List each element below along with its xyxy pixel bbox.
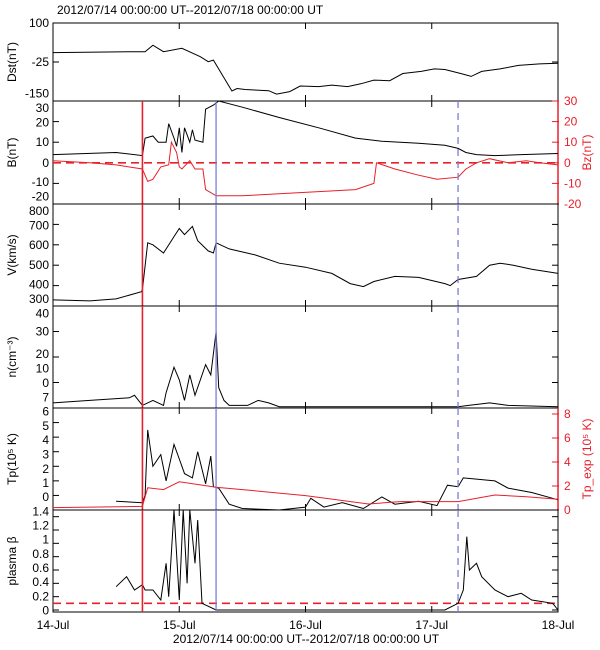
y-axis-label: V(km/s) — [5, 234, 19, 275]
y-tick-label: 0 — [42, 156, 49, 170]
y-tick-label: 0 — [42, 376, 49, 390]
panel-frame — [52, 509, 559, 613]
series-line-right — [52, 481, 559, 509]
x-tick-label: 16-Jul — [289, 618, 322, 632]
y-tick-label: 0.4 — [32, 575, 49, 589]
y-tick-label: 0.8 — [32, 547, 49, 561]
y-tick-label: 1.4 — [32, 504, 49, 518]
y-tick-label: 1 — [42, 476, 49, 490]
y-tick-label: 10 — [36, 135, 50, 149]
series-line — [52, 100, 559, 157]
y-tick-label: 0 — [42, 604, 49, 618]
series-line-right — [52, 140, 559, 197]
y-tick-label: 800 — [29, 204, 49, 218]
series-line — [115, 509, 559, 611]
y-tick-label: 7 — [42, 390, 49, 404]
y-tick-label: 600 — [29, 238, 49, 252]
y-tick-label: 0.6 — [32, 561, 49, 575]
y-tick-label: -25 — [32, 55, 50, 69]
y-tick-label: 1.2 — [32, 519, 49, 533]
panel-frame — [52, 203, 559, 307]
y-tick-label: 400 — [29, 278, 49, 292]
x-tick-label: 15-Jul — [163, 618, 196, 632]
right-y-tick-label: 20 — [564, 115, 578, 129]
right-y-tick-label: 30 — [564, 94, 578, 108]
series-line — [52, 225, 559, 302]
y-tick-label: -10 — [32, 175, 50, 189]
panel-frame — [52, 305, 559, 409]
y-tick-label: -20 — [32, 190, 50, 204]
x-tick-label: 14-Jul — [37, 618, 70, 632]
y-tick-label: 300 — [29, 292, 49, 306]
x-axis-label: 2012/07/14 00:00:00 UT--2012/07/18 00:00… — [173, 632, 440, 645]
y-tick-label: 5 — [42, 419, 49, 433]
y-axis-label: Tp(10⁵ K) — [5, 433, 19, 485]
y-tick-label: 0 — [42, 490, 49, 504]
right-y-tick-label: 6 — [564, 431, 571, 445]
y-tick-label: 4 — [42, 433, 49, 447]
right-y-tick-label: 8 — [564, 407, 571, 421]
y-axis-label: n(cm⁻³) — [5, 337, 19, 378]
y-tick-label: 20 — [36, 115, 50, 129]
y-axis-label: Dst(nT) — [5, 42, 19, 82]
x-tick-label: 17-Jul — [415, 618, 448, 632]
y-tick-label: 6 — [42, 405, 49, 419]
right-y-tick-label: 2 — [564, 479, 571, 493]
y-tick-label: 30 — [36, 325, 50, 339]
y-tick-label: -150 — [25, 86, 49, 100]
y-tick-label: 0.2 — [32, 589, 49, 603]
panel-frame — [52, 100, 559, 205]
y-axis-label: plasma β — [5, 536, 19, 585]
right-y-tick-label: 10 — [564, 135, 578, 149]
right-y-axis-label: Bz(nT) — [580, 134, 594, 170]
y-tick-label: 30 — [36, 101, 50, 115]
y-tick-label: 20 — [36, 347, 50, 361]
right-y-axis-label: Tp_exp (10⁵ K) — [580, 418, 594, 499]
right-y-tick-label: 0 — [564, 156, 571, 170]
y-tick-label: 700 — [29, 219, 49, 233]
y-tick-label: 100 — [29, 16, 49, 30]
series-line — [52, 44, 559, 95]
right-y-tick-label: -20 — [564, 197, 582, 211]
y-tick-label: 3 — [42, 448, 49, 462]
panel-frame — [52, 407, 559, 511]
series-line — [116, 429, 559, 511]
right-y-tick-label: -10 — [564, 176, 582, 190]
right-y-tick-label: 0 — [564, 503, 571, 517]
y-tick-label: 10 — [36, 361, 50, 375]
y-tick-label: 500 — [29, 258, 49, 272]
series-line — [52, 331, 559, 408]
panel-frame — [52, 22, 559, 102]
chart-title: 2012/07/14 00:00:00 UT--2012/07/18 00:00… — [57, 3, 324, 17]
y-tick-label: 2 — [42, 462, 49, 476]
x-tick-label: 18-Jul — [542, 618, 575, 632]
right-y-tick-label: 4 — [564, 455, 571, 469]
y-axis-label: B(nT) — [5, 137, 19, 167]
y-tick-label: 1 — [42, 533, 49, 547]
y-tick-label: 40 — [36, 307, 50, 321]
